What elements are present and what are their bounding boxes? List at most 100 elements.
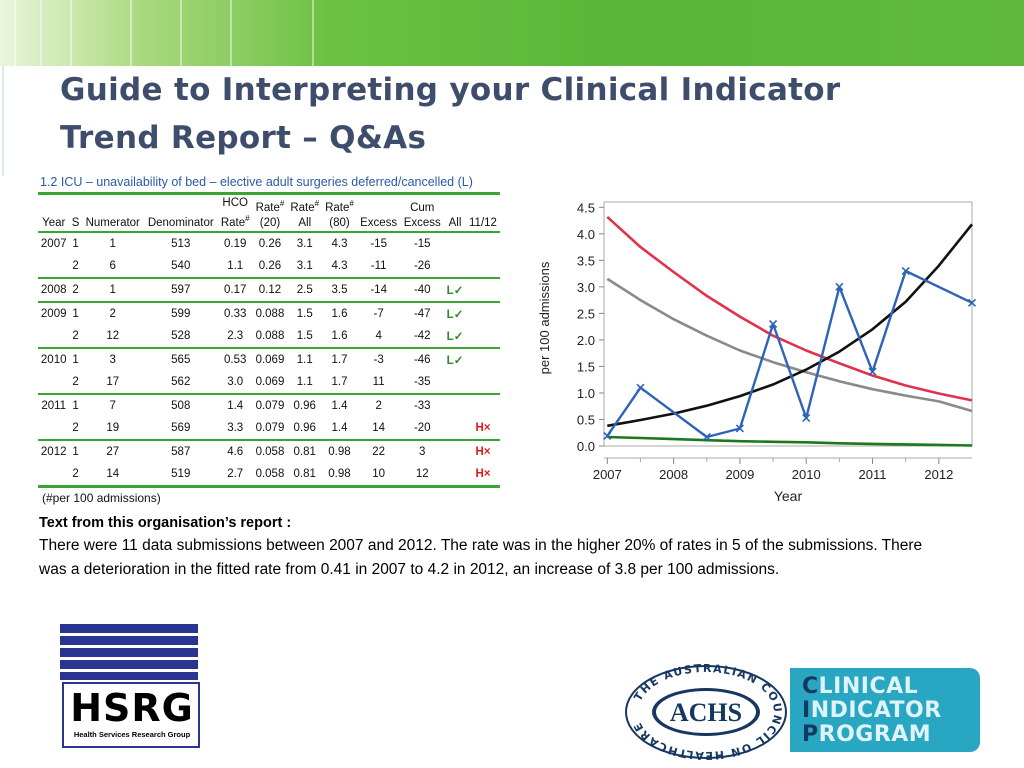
cell-exc: 22 [356,439,401,463]
cell-r20: 0.058 [252,439,288,463]
cell-exc: -14 [356,277,401,302]
cell-exc: -3 [356,347,401,371]
report-text: Text from this organisation’s report : T… [39,512,939,582]
cell-s: 1 [69,301,82,325]
cell-hco: 1.1 [227,260,244,272]
cell-num: 14 [106,468,120,480]
cell-num: 2 [81,301,144,325]
table-row: 2008 2 1 597 0.17 0.12 2.5 3.5 -14 -40 L✓ [38,277,500,302]
x-axis-label: Year [774,488,803,504]
data-point-marker [735,424,744,433]
cell-r80: 0.98 [322,439,357,463]
cell-den: 597 [143,277,218,302]
cell-exc: -15 [370,238,387,250]
cell-rall: 2.5 [287,277,323,302]
table-row: 2 6 540 1.1 0.26 3.1 4.3 -11 -26 [38,255,500,278]
achs-word: ACHS [670,698,742,727]
cell-hco: 0.53 [217,347,253,371]
cell-flag-all: L✓ [444,347,466,371]
table-body: 2007 1 1 513 0.19 0.26 3.1 4.3 -15 -15 2 6 540 1.1 0.2… [38,232,500,487]
cell-s: 1 [69,347,82,371]
cell-den: 519 [171,468,191,480]
cell-num: 17 [106,376,120,388]
cell-s: 1 [72,238,79,250]
y-tick-label: 3.0 [577,280,595,295]
cell-year: 2008 [38,277,70,302]
table-row: 2007 1 1 513 0.19 0.26 3.1 4.3 -15 -15 [38,232,500,255]
col-year: Year [42,217,66,229]
cell-year: 2012 [38,439,70,463]
cell-exc: 14 [372,422,386,434]
cell-num: 6 [109,260,116,272]
cell-num: 27 [81,439,144,463]
cell-r20: 0.088 [255,330,285,342]
cell-flag-1112 [466,325,500,348]
col-denominator: Denominator [147,217,214,229]
cell-flag-1112 [465,301,500,325]
col-rate80: Rate# (80) [325,199,354,229]
title-line-2: Trend Report – Q&As [60,120,427,156]
table-row: 2009 1 2 599 0.33 0.088 1.5 1.6 -7 -47 L✓ [38,301,500,325]
cell-rall: 0.96 [287,393,323,417]
table-caption: 1.2 ICU – unavailability of bed – electi… [40,175,473,189]
header-banner [0,0,1024,66]
data-point-marker [603,431,612,440]
cell-cum: -33 [400,393,445,417]
cell-r80: 1.4 [322,393,357,417]
y-tick-label: 2.5 [577,306,595,321]
cell-flag-1112 [466,232,500,255]
cell-r80: 1.7 [331,376,348,388]
cell-s: 2 [72,468,79,480]
plot-frame [603,201,973,447]
cell-num: 3 [81,347,144,371]
hsrg-logo: HSRG Health Services Research Group [60,624,200,748]
cell-hco: 1.4 [217,393,253,417]
cell-num: 1 [81,277,144,302]
hsrg-logo-box: HSRG Health Services Research Group [62,682,200,748]
side-rule [2,66,4,176]
cell-r20: 0.088 [252,301,288,325]
y-tick-label: 4.0 [577,227,595,242]
cip-line-indicator: INDICATOR [802,698,942,723]
cell-den: 513 [171,238,191,250]
cell-den: 528 [171,330,191,342]
cell-flag-all: L✓ [444,277,466,302]
cell-s: 1 [69,393,82,417]
report-heading: Text from this organisation’s report : [39,515,292,531]
hsrg-logo-word: HSRG [70,686,194,730]
cell-s: 2 [72,422,79,434]
cell-flag-all [444,255,466,278]
data-point-marker [702,432,711,442]
x-tick-label: 2012 [924,467,953,482]
x-tick-label: 2007 [593,467,622,482]
cell-year [38,371,69,394]
cip-line-program: PROGRAM [802,722,932,747]
cell-r80: 4.3 [331,260,348,272]
cell-den: 587 [143,439,218,463]
cell-year [38,463,69,487]
cell-flag-1112: H× [475,422,491,434]
cell-den: 562 [171,376,191,388]
cell-num: 1 [109,238,116,250]
cell-flag-1112 [465,277,500,302]
cell-hco: 4.6 [217,439,253,463]
cell-cum: -46 [400,347,445,371]
cell-r20: 0.26 [258,260,282,272]
cell-exc: 10 [372,468,386,480]
cell-num: 7 [81,393,144,417]
y-tick-label: 2.0 [577,333,595,348]
cell-flag-all [444,371,466,394]
cell-flag-all: L✓ [444,301,466,325]
cell-r20: 0.058 [255,468,285,480]
data-point-marker [636,383,645,392]
cell-cum: 3 [400,439,445,463]
cip-badge: CLINICAL INDICATOR PROGRAM [790,668,980,752]
y-tick-label: 0.0 [577,439,595,454]
cell-year: 2007 [40,238,67,250]
series-line-4 [606,269,973,439]
cell-flag-all [444,417,466,440]
col-cum-excess: Cum Excess [403,202,441,229]
cell-rall: 0.81 [293,468,316,480]
cell-rall: 3.1 [296,260,313,272]
col-numerator: Numerator [85,217,140,229]
